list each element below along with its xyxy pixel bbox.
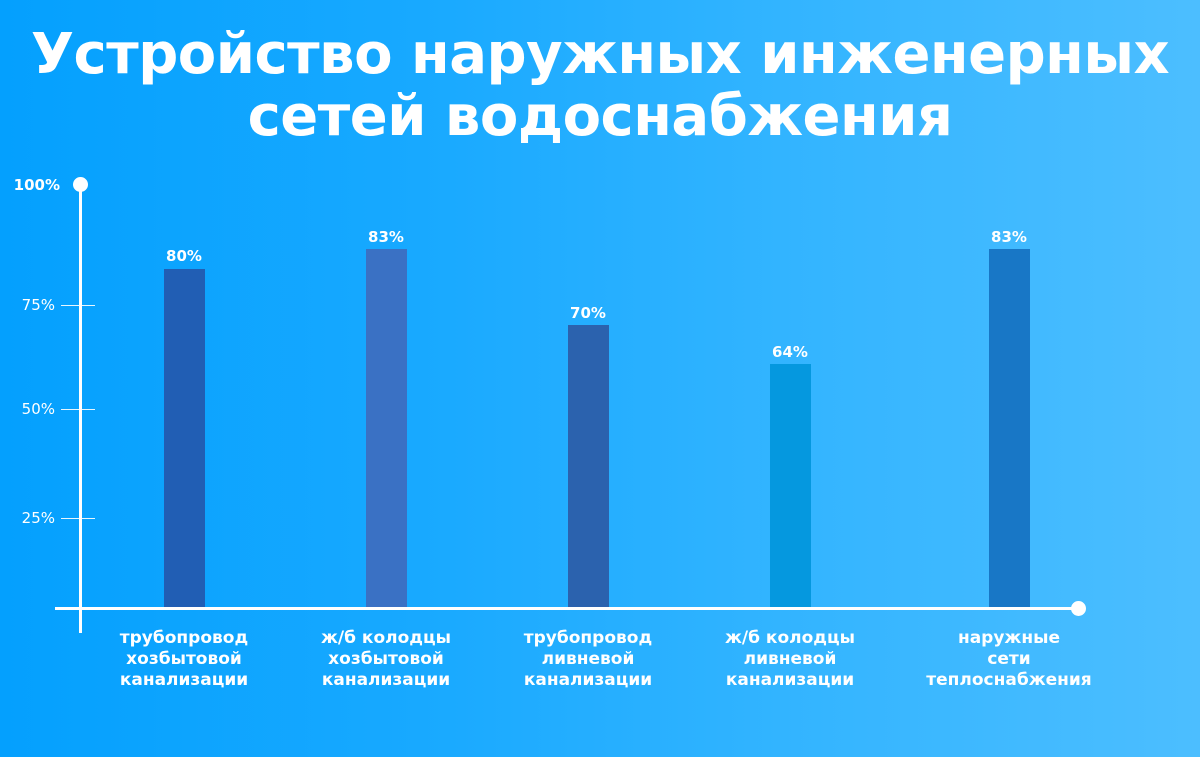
bar-1 — [164, 269, 205, 608]
bar-3-value: 70% — [570, 304, 606, 322]
chart-title-line-1: Устройство наружных инженерных — [30, 22, 1170, 87]
category-label-4: ж/б колодцы ливневой канализации — [700, 628, 880, 691]
category-label-2-line-3: канализации — [321, 670, 451, 690]
y-tick-label-25: 25% — [21, 509, 55, 527]
category-label-2: ж/б колодцы хозбытовой канализации — [296, 628, 476, 691]
category-label-4-line-3: канализации — [725, 670, 855, 690]
category-label-1-line-1: трубопровод — [119, 628, 249, 648]
bar-1-value: 80% — [166, 247, 202, 265]
y-tick-label-75: 75% — [21, 296, 55, 314]
bar-4 — [770, 364, 811, 608]
y-tick-mark-75 — [61, 305, 95, 306]
bar-2 — [366, 249, 407, 608]
y-tick-label-100: 100% — [13, 176, 60, 194]
category-label-3: трубопровод ливневой канализации — [498, 628, 678, 691]
x-axis-end-dot — [1071, 601, 1086, 616]
y-axis-line — [79, 184, 82, 633]
y-tick-mark-25 — [61, 518, 95, 519]
category-label-5-line-1: наружные — [957, 628, 1061, 648]
category-label-5-line-2: сети — [987, 649, 1031, 669]
bar-5 — [989, 249, 1030, 608]
category-label-3-line-3: канализации — [523, 670, 653, 690]
category-label-2-line-2: хозбытовой — [328, 649, 444, 669]
category-label-1-line-3: канализации — [119, 670, 249, 690]
category-label-2-line-1: ж/б колодцы — [321, 628, 451, 648]
category-label-1-line-2: хозбытовой — [126, 649, 242, 669]
y-axis-end-dot — [73, 177, 88, 192]
bar-5-value: 83% — [991, 228, 1027, 246]
bar-3 — [568, 325, 609, 608]
category-label-4-line-1: ж/б колодцы — [725, 628, 855, 648]
category-label-3-line-2: ливневой — [541, 649, 635, 669]
chart-title: Устройство наружных инженерных сетей вод… — [0, 24, 1200, 148]
x-axis-line — [55, 607, 1078, 610]
category-label-1: трубопровод хозбытовой канализации — [94, 628, 274, 691]
y-tick-mark-50 — [61, 409, 95, 410]
category-label-4-line-2: ливневой — [743, 649, 837, 669]
bar-4-value: 64% — [772, 343, 808, 361]
bar-2-value: 83% — [368, 228, 404, 246]
y-tick-label-50: 50% — [21, 400, 55, 418]
category-label-5: наружные сети теплоснабжения — [919, 628, 1099, 691]
chart-title-line-2: сетей водоснабжения — [247, 84, 953, 149]
category-label-5-line-3: теплоснабжения — [926, 670, 1092, 690]
category-label-3-line-1: трубопровод — [523, 628, 653, 648]
